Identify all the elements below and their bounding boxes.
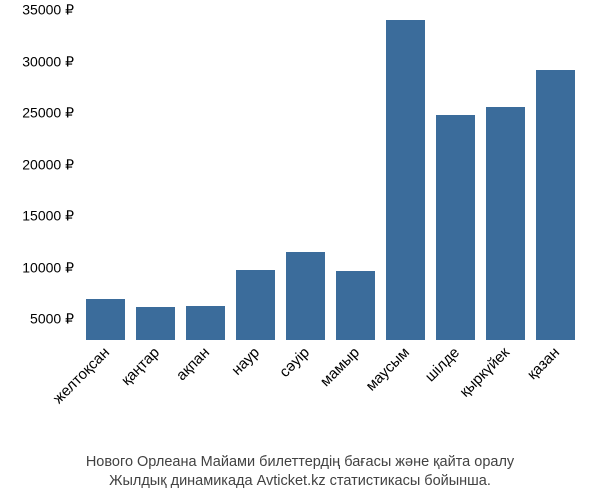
x-label-slot: сәуір bbox=[280, 342, 330, 442]
y-tick-label: 35000 ₽ bbox=[22, 2, 74, 19]
bar-slot bbox=[480, 10, 530, 340]
bar bbox=[386, 20, 425, 340]
y-tick-label: 25000 ₽ bbox=[22, 105, 74, 122]
x-label-slot: ақпан bbox=[180, 342, 230, 442]
plot-area bbox=[80, 10, 580, 340]
bars-group bbox=[80, 10, 580, 340]
bar-slot bbox=[430, 10, 480, 340]
chart-container: 5000 ₽ 10000 ₽ 15000 ₽ 20000 ₽ 25000 ₽ 30000 … bbox=[0, 0, 600, 500]
x-label-slot: наур bbox=[230, 342, 280, 442]
y-tick-label: 15000 ₽ bbox=[22, 208, 74, 225]
caption-line-2: Жылдық динамикада Avticket.kz статистика… bbox=[109, 473, 491, 489]
caption-line-1: Нового Орлеана Майами билеттердің бағасы… bbox=[86, 454, 514, 470]
x-label-slot: қаңтар bbox=[130, 342, 180, 442]
bar-slot bbox=[230, 10, 280, 340]
x-label-slot: қыркүйек bbox=[480, 342, 530, 442]
y-tick-label: 5000 ₽ bbox=[30, 311, 74, 328]
y-tick-label: 20000 ₽ bbox=[22, 156, 74, 173]
y-axis: 5000 ₽ 10000 ₽ 15000 ₽ 20000 ₽ 25000 ₽ 30000 … bbox=[0, 10, 78, 340]
x-label-slot: маусым bbox=[380, 342, 430, 442]
bar-slot bbox=[80, 10, 130, 340]
x-label-slot: қазан bbox=[530, 342, 580, 442]
x-axis-labels: желтоқсанқаңтарақпаннаурсәуірмамырмаусым… bbox=[80, 342, 580, 442]
bar-slot bbox=[330, 10, 380, 340]
bar bbox=[536, 70, 575, 340]
bar-slot bbox=[130, 10, 180, 340]
y-tick-label: 10000 ₽ bbox=[22, 259, 74, 276]
bar bbox=[486, 107, 525, 340]
x-label-slot: желтоқсан bbox=[80, 342, 130, 442]
chart-caption: Нового Орлеана Майами билеттердің бағасы… bbox=[0, 453, 600, 492]
bar-slot bbox=[380, 10, 430, 340]
bar-slot bbox=[280, 10, 330, 340]
bar-slot bbox=[180, 10, 230, 340]
y-tick-label: 30000 ₽ bbox=[22, 53, 74, 70]
bar bbox=[436, 115, 475, 340]
bar-slot bbox=[530, 10, 580, 340]
